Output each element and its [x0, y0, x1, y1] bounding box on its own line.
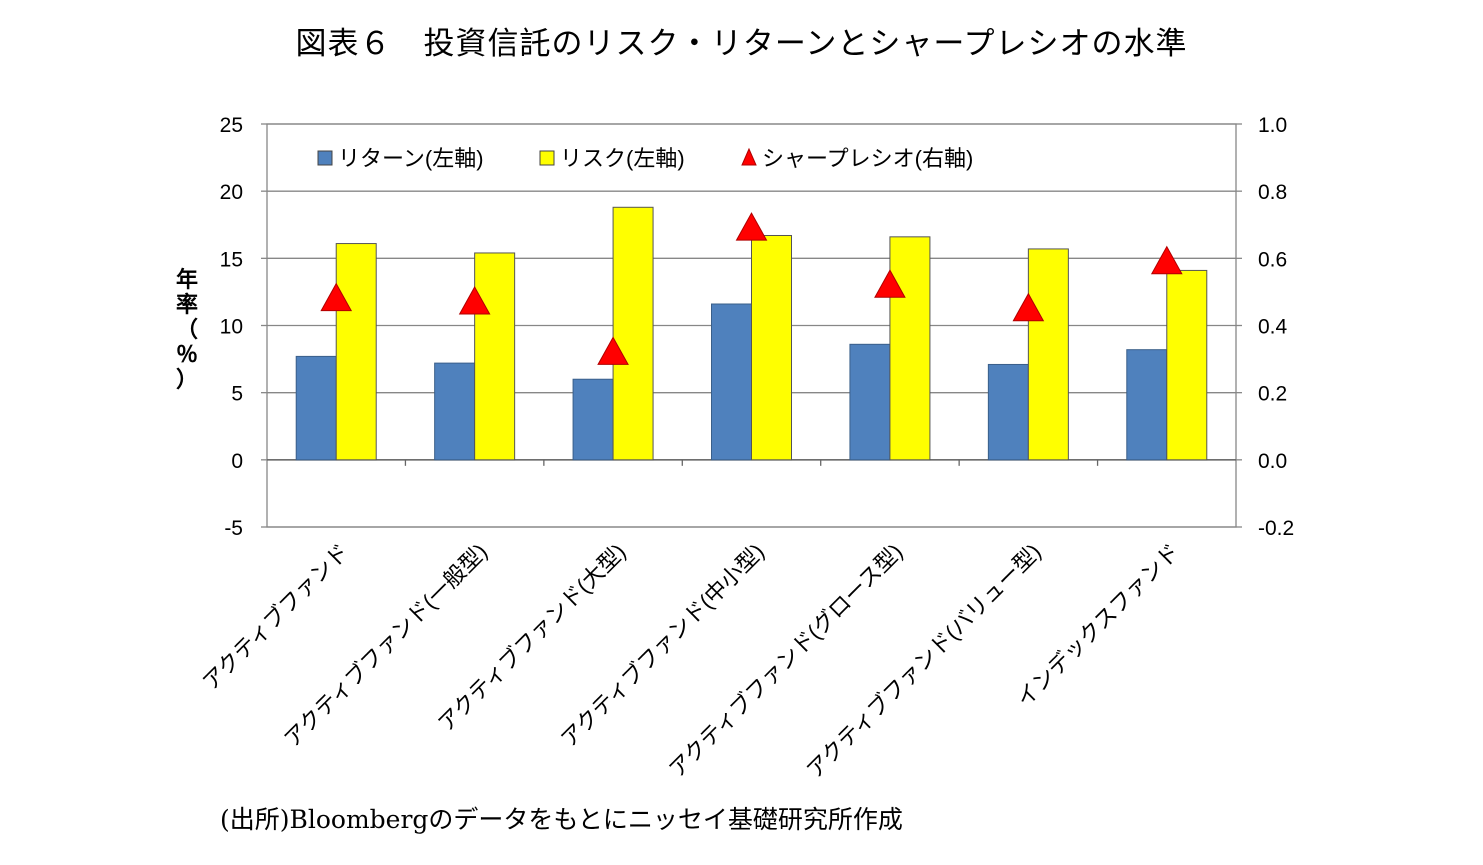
y-tick-label: 0: [231, 450, 243, 473]
y-tick-label: 25: [220, 114, 243, 137]
risk-bar: [335, 243, 377, 461]
source-note: (出所)Bloombergのデータをもとにニッセイ基礎研究所作成: [220, 805, 903, 834]
sharpe-ratio-marker: [320, 282, 353, 312]
legend-label: リスク(左軸): [560, 146, 685, 171]
return-bar: [711, 303, 752, 461]
return-bar: [1126, 349, 1168, 461]
return-bar: [295, 355, 337, 461]
legend-swatch: [741, 147, 757, 166]
legend-swatch: [539, 150, 555, 166]
sharpe-ratio-marker: [597, 336, 629, 365]
y2-tick-label: 1.0: [1258, 114, 1287, 137]
risk-bar: [474, 252, 516, 461]
y-tick-label: -5: [224, 517, 243, 540]
y-tick-label: 15: [220, 248, 243, 271]
x-category-label: アクティブファンド(バリュー型): [802, 539, 1046, 783]
sharpe-ratio-marker: [1012, 292, 1045, 322]
y-tick-label: 5: [231, 383, 243, 406]
y2-tick-label: 0.2: [1258, 383, 1287, 406]
return-bar: [987, 363, 1029, 461]
chart-title: 図表６ 投資信託のリスク・リターンとシャープレシオの水準: [295, 26, 1188, 62]
x-category-label: アクティブファンド(グロース型): [664, 539, 907, 782]
return-bar: [849, 343, 891, 461]
y2-tick-label: 0.6: [1258, 248, 1287, 271]
legend-swatch: [317, 150, 333, 166]
return-bar: [434, 362, 476, 461]
y-axis-title: 年率（％）: [176, 267, 198, 392]
risk-bar: [751, 234, 792, 461]
sharpe-ratio-marker: [1150, 245, 1183, 275]
risk-bar: [1027, 248, 1069, 461]
plot-area-border: [266, 123, 1237, 528]
legend-label: シャープレシオ(右軸): [762, 146, 973, 171]
risk-bar: [1166, 269, 1208, 461]
risk-bar: [612, 206, 654, 461]
risk-bar: [889, 236, 931, 461]
y-tick-label: 20: [220, 181, 243, 204]
sharpe-ratio-marker: [874, 269, 906, 298]
y2-tick-label: 0.8: [1258, 181, 1287, 204]
legend-label: リターン(左軸): [338, 146, 484, 171]
return-bar: [572, 378, 614, 461]
y-tick-label: 10: [220, 316, 243, 339]
x-category-label: アクティブファンド: [198, 539, 354, 695]
sharpe-ratio-marker: [458, 285, 491, 315]
y2-tick-label: -0.2: [1258, 517, 1294, 540]
sharpe-ratio-marker: [735, 212, 768, 241]
y2-tick-label: 0.0: [1258, 450, 1287, 473]
y2-tick-label: 0.4: [1258, 316, 1288, 339]
